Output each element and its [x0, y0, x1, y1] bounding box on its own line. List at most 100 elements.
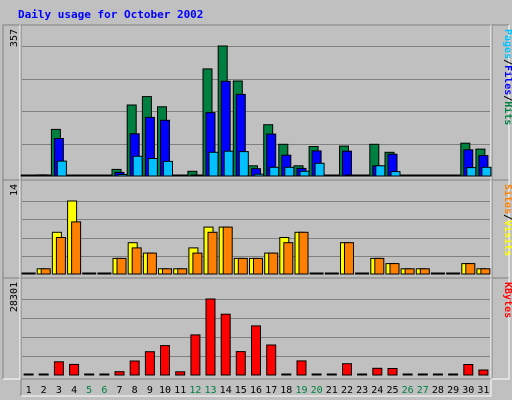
bar-sites-day-15	[237, 257, 248, 275]
bar-kbytes-day-28	[432, 373, 443, 376]
x-tick-label: 24	[371, 385, 383, 396]
x-tick-label: 4	[71, 385, 77, 396]
legend-entry: /	[502, 95, 512, 101]
y-max-label-kbytes: 28301	[9, 282, 20, 312]
legend-entry: /	[502, 214, 512, 220]
bar-sites-day-12	[192, 252, 203, 275]
y-axis-frame-kbytes	[3, 278, 20, 379]
legend-entry: /	[502, 59, 512, 65]
legend-entry: Visits	[502, 220, 512, 256]
bar-pages-day-10	[163, 160, 173, 177]
x-tick-label: 3	[56, 385, 62, 396]
bar-pages-day-29	[451, 174, 462, 177]
bar-pages-day-20	[314, 162, 325, 177]
bar-sites-day-4	[71, 221, 82, 275]
bar-pages-day-28	[435, 174, 446, 177]
bar-sites-day-19	[298, 231, 309, 275]
bar-pages-day-12	[193, 174, 204, 177]
bar-pages-day-23	[360, 174, 371, 177]
legend-frame-kbytes-highlight	[492, 278, 510, 380]
x-tick-label: 17	[265, 385, 277, 396]
legend-frame-visits-sites	[492, 180, 509, 278]
bar-kbytes-day-2	[38, 373, 49, 376]
panel-frame-hits-files-pages-shadow	[20, 24, 491, 180]
bar-sites-day-9	[146, 252, 157, 275]
bar-pages-day-11	[178, 174, 189, 177]
legend-kbytes: KBytes	[502, 282, 512, 318]
bar-sites-day-24	[374, 257, 385, 275]
bar-pages-day-18	[284, 166, 295, 177]
legend-hits-files-pages: Pages/Files/Hits	[502, 29, 512, 125]
bar-kbytes-day-7	[114, 371, 125, 376]
x-tick-label: 1	[26, 385, 32, 396]
bar-pages-day-6	[102, 174, 113, 177]
bar-pages-day-16	[254, 173, 264, 177]
panel-frame-hits-files-pages	[21, 25, 491, 180]
bar-pages-day-7	[117, 174, 128, 177]
bar-sites-day-20	[313, 272, 324, 275]
bar-kbytes-day-1	[23, 373, 34, 376]
legend-entry: Files	[502, 65, 512, 95]
bar-sites-day-7	[116, 257, 127, 275]
bar-kbytes-day-3	[53, 361, 64, 376]
bar-sites-day-14	[222, 226, 233, 275]
x-tick-label: 11	[174, 385, 186, 396]
bar-kbytes-day-22	[342, 363, 352, 376]
x-tick-label: 20	[311, 385, 323, 396]
x-tick-label: 27	[417, 385, 429, 396]
x-tick-label: 12	[189, 385, 201, 396]
y-axis-frame-hits-files-pages	[3, 25, 20, 180]
x-tick-label: 9	[147, 385, 153, 396]
bar-pages-day-25	[390, 171, 401, 177]
x-tick-label: 5	[86, 385, 92, 396]
chart-title: Daily usage for October 2002	[18, 8, 203, 21]
bar-kbytes-day-30	[463, 364, 474, 376]
bar-sites-day-17	[268, 252, 279, 275]
bar-sites-day-18	[283, 242, 294, 275]
x-tick-label: 31	[477, 385, 489, 396]
bar-sites-day-29	[450, 272, 461, 275]
bar-kbytes-day-18	[281, 373, 292, 376]
bar-sites-day-22	[344, 242, 354, 275]
legend-frame-kbytes	[492, 278, 509, 379]
x-tick-label: 25	[386, 385, 398, 396]
panel-hits-files-pages: 357 Pages/Files/Hits	[2, 24, 512, 181]
bar-sites-day-31	[480, 268, 491, 275]
x-axis-frame-shadow	[20, 378, 491, 396]
x-tick-label: 29	[447, 385, 459, 396]
bar-kbytes-day-20	[311, 373, 322, 376]
bar-pages-day-17	[269, 166, 280, 177]
panel-visits-sites: 14 Sites/Visits	[2, 179, 512, 279]
legend-entry: Sites	[502, 184, 512, 214]
bar-kbytes-day-14	[220, 313, 231, 376]
bar-kbytes-day-23	[357, 373, 368, 376]
legend-frame-hits-files-pages	[492, 25, 509, 180]
bar-sites-day-16	[253, 257, 263, 275]
x-tick-label: 16	[250, 385, 262, 396]
bar-pages-day-31	[481, 166, 492, 177]
bar-kbytes-day-31	[478, 369, 489, 376]
bar-sites-day-11	[177, 268, 188, 275]
x-axis-labels: 1 2 3 4 5 6 7 8 9 10 11 12 13 14 15 16 17 18 19 20 21 22 23 24 2…	[20, 378, 492, 397]
bar-kbytes-day-24	[372, 367, 383, 376]
x-tick-label: 19	[295, 385, 307, 396]
bar-sites-day-23	[359, 272, 370, 275]
bar-pages-day-27	[420, 174, 431, 177]
bar-kbytes-day-21	[326, 373, 337, 376]
bar-kbytes-day-25	[387, 368, 398, 376]
legend-entry: KBytes	[502, 282, 512, 318]
bar-sites-day-26	[404, 268, 415, 275]
bar-pages-day-24	[375, 165, 386, 177]
x-tick-label: 23	[356, 385, 368, 396]
bar-kbytes-day-19	[296, 360, 307, 376]
bar-kbytes-day-12	[190, 334, 201, 376]
bar-pages-day-8	[132, 155, 143, 177]
x-tick-label: 14	[220, 385, 232, 396]
bar-kbytes-day-5	[84, 373, 95, 376]
panel-kbytes: 28301 KBytes	[2, 277, 512, 380]
bar-sites-day-1	[25, 272, 36, 275]
bar-sites-day-21	[328, 272, 339, 275]
bar-pages-day-22	[345, 174, 355, 177]
x-axis-frame	[21, 379, 491, 396]
